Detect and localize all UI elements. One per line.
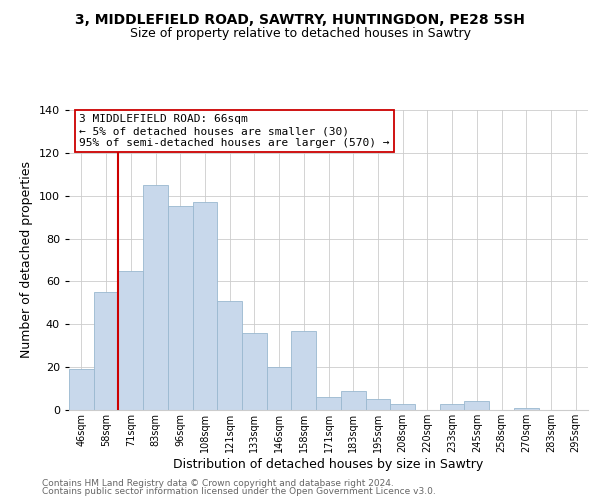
Bar — [193, 202, 217, 410]
Bar — [464, 402, 489, 410]
Bar — [94, 292, 118, 410]
Bar — [514, 408, 539, 410]
Text: Size of property relative to detached houses in Sawtry: Size of property relative to detached ho… — [130, 28, 470, 40]
Bar — [69, 370, 94, 410]
Bar — [292, 330, 316, 410]
X-axis label: Distribution of detached houses by size in Sawtry: Distribution of detached houses by size … — [173, 458, 484, 470]
Text: Contains public sector information licensed under the Open Government Licence v3: Contains public sector information licen… — [42, 487, 436, 496]
Text: Contains HM Land Registry data © Crown copyright and database right 2024.: Contains HM Land Registry data © Crown c… — [42, 478, 394, 488]
Bar — [390, 404, 415, 410]
Bar — [217, 300, 242, 410]
Text: 3, MIDDLEFIELD ROAD, SAWTRY, HUNTINGDON, PE28 5SH: 3, MIDDLEFIELD ROAD, SAWTRY, HUNTINGDON,… — [75, 12, 525, 26]
Bar — [440, 404, 464, 410]
Bar — [143, 185, 168, 410]
Bar — [242, 333, 267, 410]
Bar — [118, 270, 143, 410]
Bar — [316, 397, 341, 410]
Bar — [365, 400, 390, 410]
Bar — [341, 390, 365, 410]
Bar — [267, 367, 292, 410]
Y-axis label: Number of detached properties: Number of detached properties — [20, 162, 33, 358]
Text: 3 MIDDLEFIELD ROAD: 66sqm
← 5% of detached houses are smaller (30)
95% of semi-d: 3 MIDDLEFIELD ROAD: 66sqm ← 5% of detach… — [79, 114, 390, 148]
Bar — [168, 206, 193, 410]
